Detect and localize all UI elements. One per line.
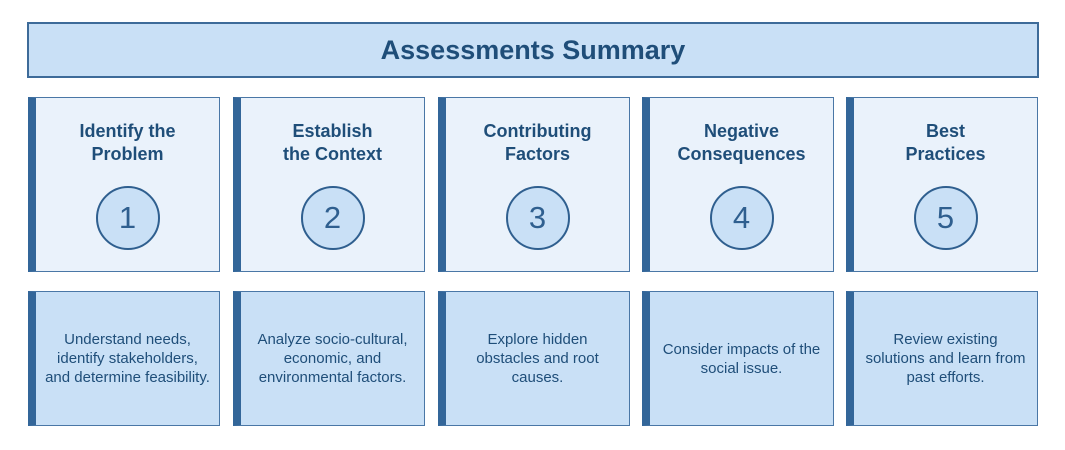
step-title: Negative Consequences xyxy=(677,121,806,164)
step-description: Explore hidden obstacles and root causes… xyxy=(476,331,599,386)
description-card-1: Understand needs, identify stakeholders,… xyxy=(28,291,220,426)
description-card-2: Analyze socio-cultural, economic, and en… xyxy=(233,291,425,426)
step-description: Consider impacts of the social issue. xyxy=(662,340,821,377)
step-title: Best Practices xyxy=(905,121,986,164)
step-description: Understand needs, identify stakeholders,… xyxy=(45,331,210,386)
step-card-1: Identify the Problem 1 xyxy=(28,97,220,272)
step-number-circle: 1 xyxy=(95,186,160,250)
step-description: Analyze socio-cultural, economic, and en… xyxy=(257,331,408,386)
step-title: Establish the Context xyxy=(283,121,382,164)
diagram-title: Assessments Summary xyxy=(380,34,686,65)
step-description: Review existing solutions and learn from… xyxy=(865,331,1026,386)
step-card-2: Establish the Context 2 xyxy=(233,97,425,272)
step-number-circle: 3 xyxy=(505,186,570,250)
step-card-4: Negative Consequences 4 xyxy=(642,97,834,272)
step-card-5: Best Practices 5 xyxy=(846,97,1038,272)
description-card-5: Review existing solutions and learn from… xyxy=(846,291,1038,426)
step-number-circle: 4 xyxy=(709,186,774,250)
step-number-circle: 2 xyxy=(300,186,365,250)
description-card-3: Explore hidden obstacles and root causes… xyxy=(438,291,630,426)
step-title: Identify the Problem xyxy=(79,121,176,164)
step-number-circle: 5 xyxy=(913,186,978,250)
description-card-4: Consider impacts of the social issue. xyxy=(642,291,834,426)
step-card-3: Contributing Factors 3 xyxy=(438,97,630,272)
step-title: Contributing Factors xyxy=(483,121,592,164)
title-banner: Assessments Summary xyxy=(27,22,1039,78)
